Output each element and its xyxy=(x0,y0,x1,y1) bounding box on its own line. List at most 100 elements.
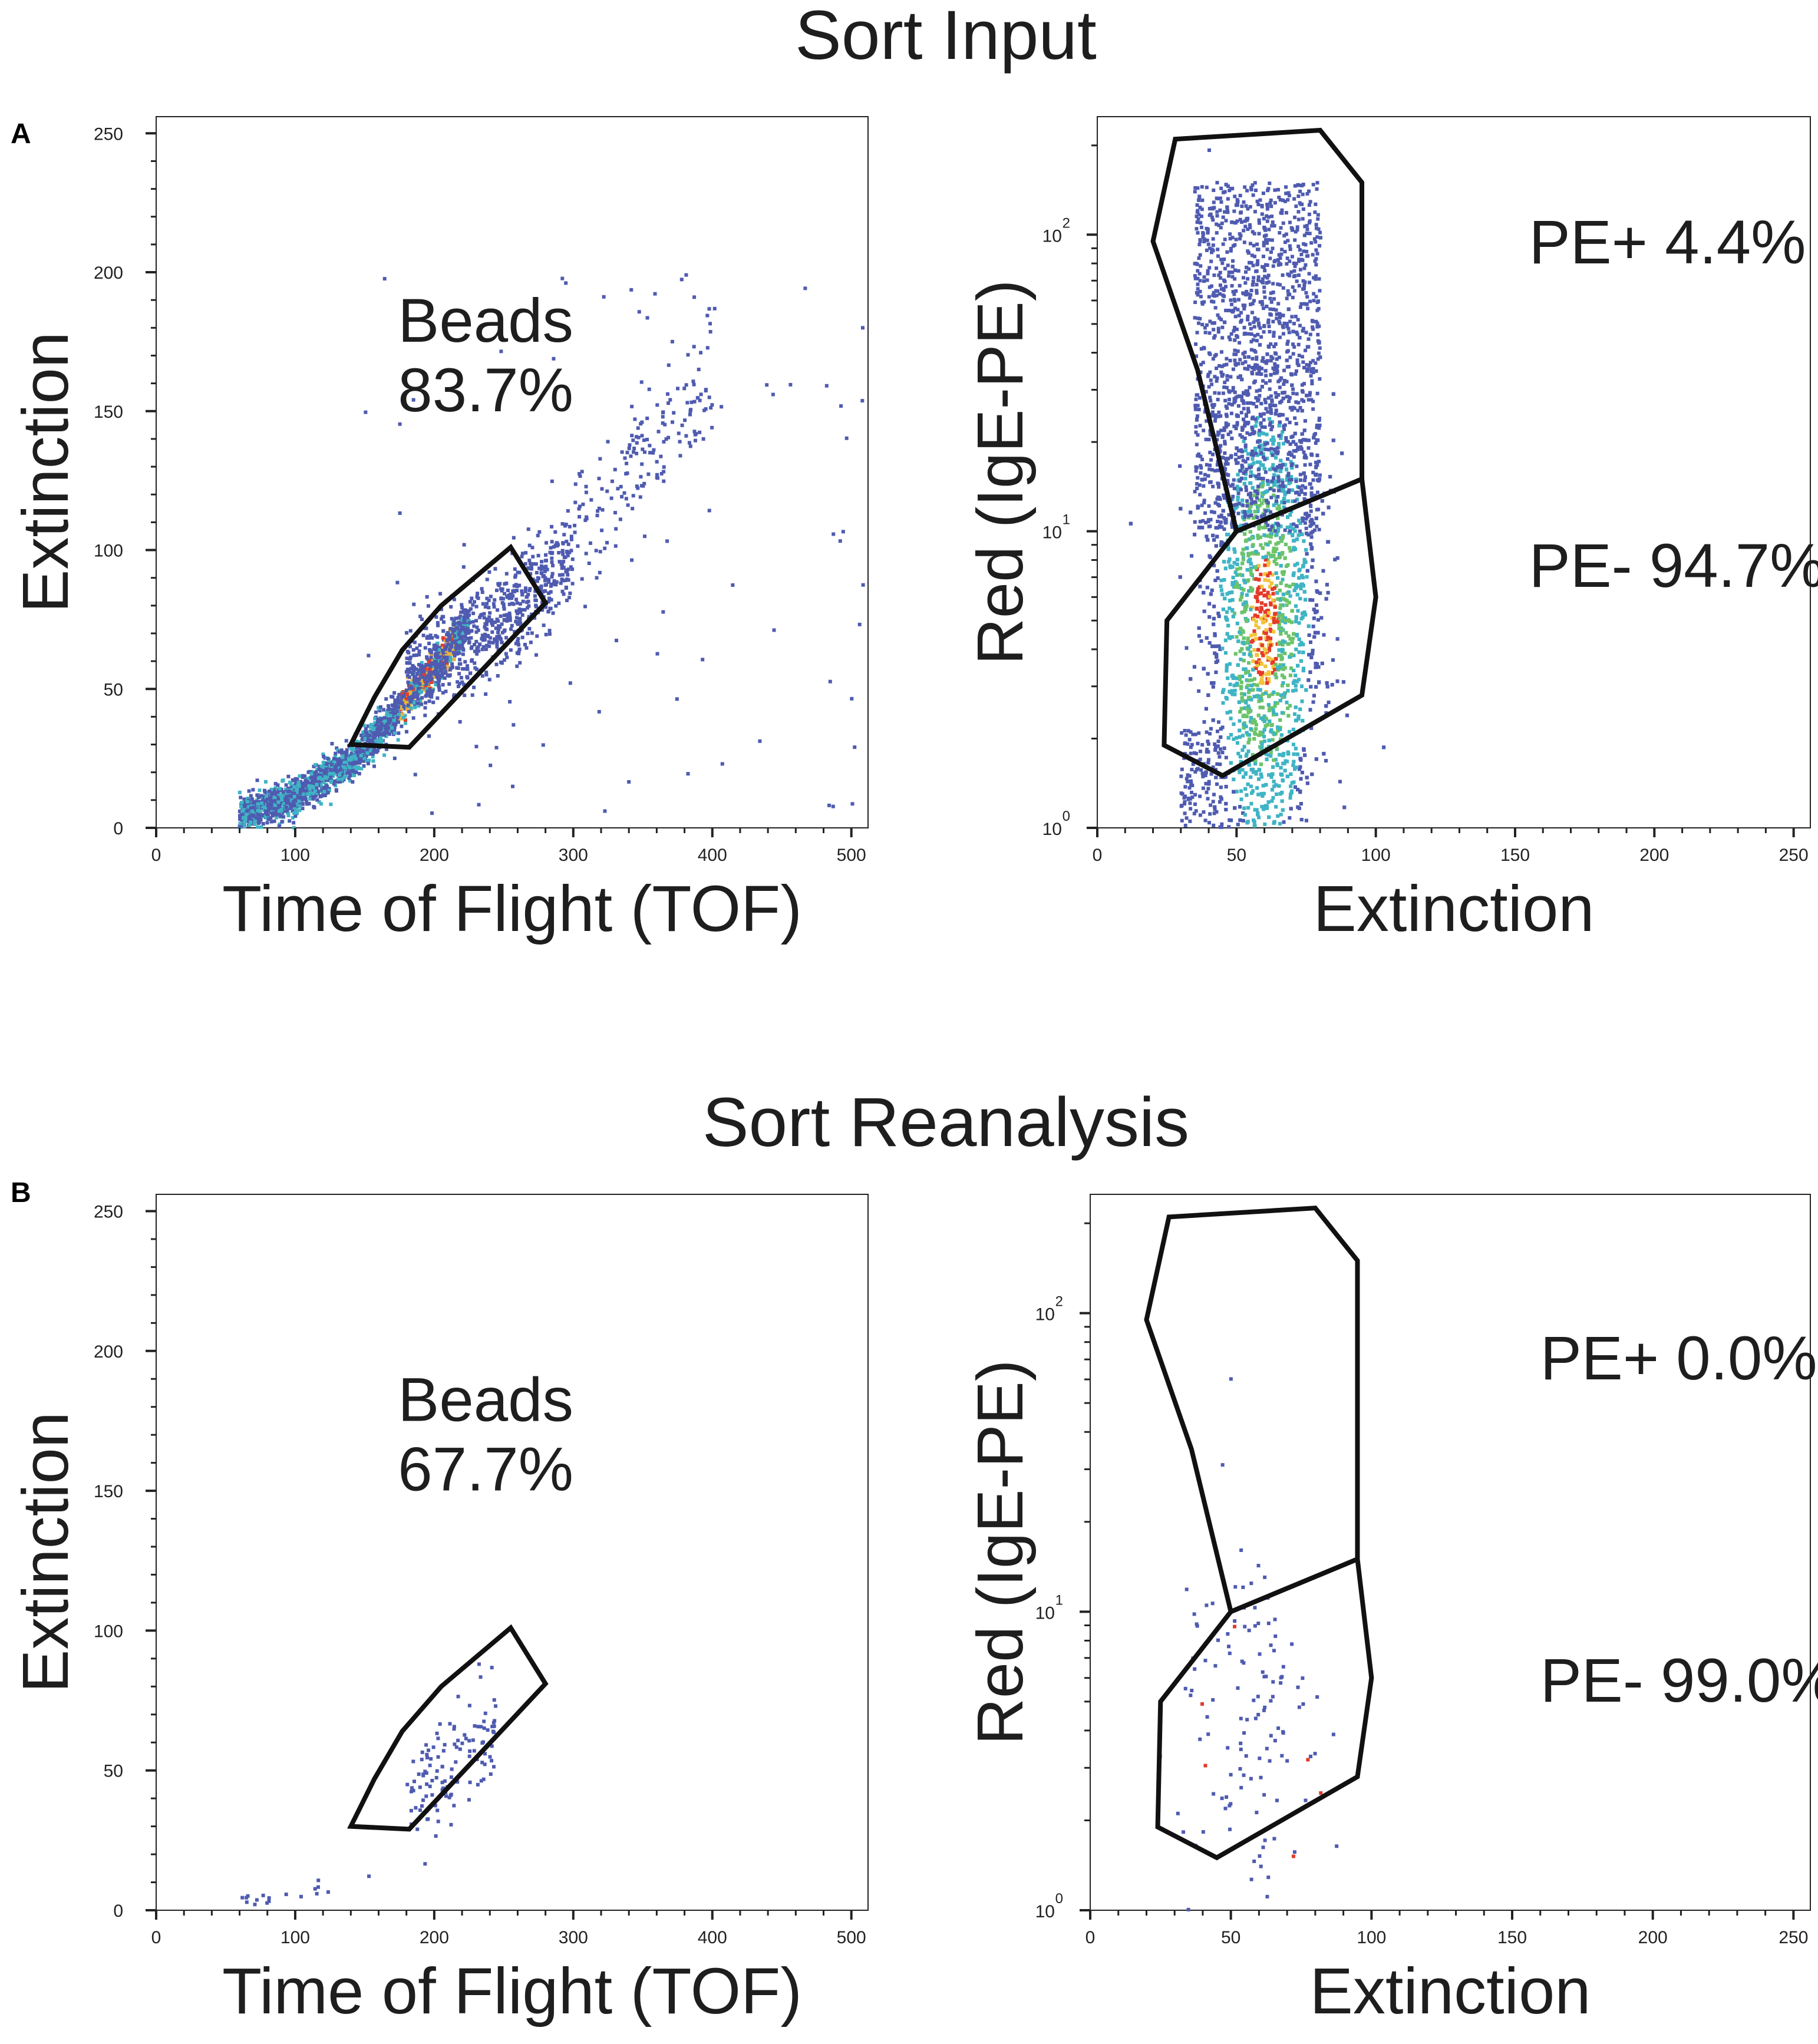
data-point xyxy=(502,607,506,611)
data-point xyxy=(387,708,391,712)
data-point xyxy=(462,543,466,547)
data-point xyxy=(560,579,565,583)
data-point xyxy=(414,667,418,671)
data-point xyxy=(458,658,462,662)
data-point xyxy=(525,595,529,599)
data-point xyxy=(562,556,566,560)
data-point xyxy=(237,824,242,828)
data-point xyxy=(463,667,467,671)
data-point xyxy=(354,761,358,765)
data-point xyxy=(358,750,362,754)
data-point xyxy=(286,798,291,803)
data-point xyxy=(472,600,476,604)
data-point xyxy=(553,582,557,586)
data-point xyxy=(252,817,256,821)
data-point xyxy=(437,665,441,669)
data-point xyxy=(606,440,610,444)
data-point xyxy=(460,631,464,635)
data-point xyxy=(406,668,410,672)
data-point xyxy=(661,421,665,425)
data-point xyxy=(772,628,776,632)
data-point xyxy=(402,698,407,702)
data-point xyxy=(493,620,497,625)
data-point xyxy=(411,665,415,669)
data-point xyxy=(312,805,316,810)
data-point xyxy=(493,598,497,602)
data-point xyxy=(298,808,302,813)
data-point xyxy=(588,541,592,545)
data-point xyxy=(450,640,454,645)
data-point xyxy=(482,616,486,620)
data-point xyxy=(530,631,534,635)
data-point xyxy=(656,430,661,434)
data-point xyxy=(565,539,569,543)
data-point xyxy=(306,779,310,783)
data-point xyxy=(275,792,279,797)
data-point xyxy=(513,630,517,634)
data-point xyxy=(437,679,441,683)
data-point xyxy=(597,709,601,714)
data-point xyxy=(415,701,420,705)
data-point xyxy=(448,668,452,672)
data-point xyxy=(440,643,444,648)
data-point xyxy=(352,748,357,752)
data-point xyxy=(430,811,434,815)
data-point xyxy=(507,596,512,600)
data-point xyxy=(626,503,630,507)
data-point xyxy=(352,754,357,758)
data-point xyxy=(298,789,302,793)
data-point xyxy=(445,633,449,637)
data-point xyxy=(249,820,253,824)
data-point xyxy=(430,667,434,671)
data-point xyxy=(305,784,309,788)
data-point xyxy=(636,435,641,440)
data-point xyxy=(298,774,302,778)
data-point xyxy=(555,580,559,584)
data-point xyxy=(639,475,643,479)
data-point xyxy=(417,653,421,657)
data-point xyxy=(625,450,629,454)
data-point xyxy=(278,804,282,808)
data-point xyxy=(841,530,845,534)
data-point xyxy=(414,682,418,686)
data-point xyxy=(270,804,275,808)
data-point xyxy=(526,632,530,636)
data-point xyxy=(557,560,562,564)
data-point xyxy=(561,541,565,546)
data-point xyxy=(324,776,328,780)
data-point xyxy=(523,562,527,566)
data-point xyxy=(414,653,418,657)
data-point xyxy=(451,630,455,634)
data-point xyxy=(677,431,681,435)
data-point xyxy=(501,597,505,601)
data-point xyxy=(366,761,370,765)
data-point xyxy=(265,794,269,798)
data-point xyxy=(406,703,410,707)
data-point xyxy=(524,551,528,555)
data-point xyxy=(392,731,397,735)
data-point xyxy=(573,482,578,486)
data-point xyxy=(390,726,394,730)
data-point xyxy=(430,636,434,640)
data-point xyxy=(303,797,308,801)
data-point xyxy=(245,800,249,804)
data-point xyxy=(414,688,418,692)
data-point xyxy=(576,544,580,548)
data-point xyxy=(645,416,649,420)
data-point xyxy=(322,781,326,785)
data-point xyxy=(459,619,463,623)
data-point xyxy=(474,650,479,654)
plot-a-extinction-vs-red: PE+ 4.4%PE- 94.7%0 50 100 150 200 250Extincti… xyxy=(964,116,1818,945)
data-point xyxy=(354,757,358,761)
data-point xyxy=(514,609,519,613)
data-point xyxy=(364,759,368,763)
data-point xyxy=(692,295,697,299)
data-point xyxy=(364,727,368,731)
data-point xyxy=(707,307,711,311)
data-point xyxy=(509,648,513,652)
data-point xyxy=(485,617,489,621)
data-point xyxy=(1259,792,1263,796)
data-point xyxy=(457,662,461,666)
data-point xyxy=(334,766,338,770)
data-point xyxy=(392,757,397,761)
